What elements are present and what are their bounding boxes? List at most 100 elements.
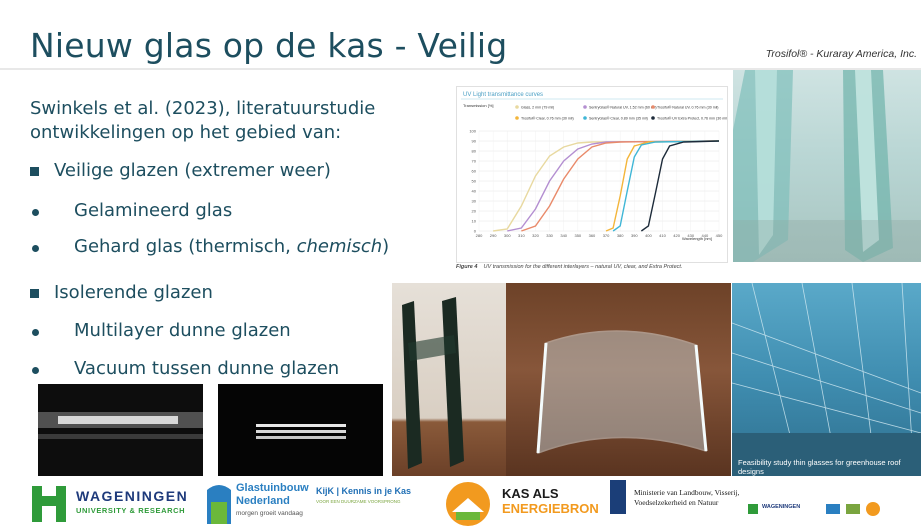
y-tick-label: 20 (472, 209, 477, 214)
series-line (507, 140, 720, 232)
y-tick-label: 10 (472, 219, 477, 224)
kas-als-energiebron-logo-icon (444, 480, 492, 528)
dot-bullet-icon (32, 209, 39, 216)
wur-logo-icon (32, 482, 66, 522)
chart-caption-text: UV transmission for the different interl… (483, 264, 683, 270)
bullet-text: Gelamineerd glas (74, 200, 233, 221)
chart-legend: Glass, 2 mm (79 mil) SentryGlas® Natural … (515, 105, 728, 121)
x-tick-label: 290 (490, 233, 497, 238)
x-tick-label: 300 (504, 233, 511, 238)
intro-text: Swinkels et al. (2023), literatuurstudie… (30, 98, 376, 143)
glass-stack-photo-2 (218, 384, 383, 476)
y-tick-label: 100 (469, 129, 476, 134)
glastuinbouw-tagline: morgen groeit vandaag (236, 510, 303, 517)
series-line (493, 140, 720, 232)
glass-edge-illustration (733, 70, 921, 262)
x-tick-label: 420 (673, 233, 680, 238)
chart-series (493, 140, 720, 232)
series-line (605, 140, 720, 232)
legend-label: Trosifol® UV Extra Protect, 0.76 mm (30 … (657, 117, 727, 121)
chart-xlabel: Wavelength [nm] (682, 236, 712, 241)
chart-title: UV Light transmittance curves (463, 92, 543, 98)
mini-wur-icon (748, 504, 758, 514)
x-tick-label: 320 (532, 233, 539, 238)
legend-swatch (583, 105, 587, 109)
kas-logo-line2: ENERGIEBRON (502, 501, 599, 516)
uv-chart: UV Light transmittance curves Transmissi… (456, 86, 728, 263)
rijksoverheid-logo-icon (610, 480, 626, 514)
report-title: Feasibility study thin glasses for green… (738, 458, 901, 476)
legend-label: SentryGlas® Natural UV, 1.52 mm (60 mil) (589, 106, 657, 110)
bullet-item: Multilayer dunne glazen (28, 320, 468, 358)
x-tick-label: 370 (603, 233, 610, 238)
x-tick-label: 330 (546, 233, 553, 238)
x-tick-label: 450 (716, 233, 723, 238)
kas-logo-line1: KAS ALS (502, 486, 559, 501)
dot-bullet-icon (32, 367, 39, 374)
bullet-text: Gehard glas (thermisch, (74, 236, 297, 257)
y-tick-label: 50 (472, 179, 477, 184)
glass-stack-photo-1 (38, 384, 203, 476)
y-tick-label: 60 (472, 169, 477, 174)
glastuinbouw-name: Glastuinbouw (236, 482, 309, 494)
dark-glass-panels (402, 297, 464, 469)
bullet-text-italic: chemisch (296, 236, 383, 257)
x-tick-label: 400 (645, 233, 652, 238)
chart-ylabel: Transmission [%] (463, 103, 494, 108)
glass-stack-illustration (38, 412, 203, 439)
legend-label: Glass, 2 mm (79 mil) (521, 106, 554, 110)
slide-title: Nieuw glas op de kas - Veilig (30, 26, 508, 65)
chart-caption-label: Figure 4 (456, 264, 478, 270)
greenhouse-roof-illustration (732, 283, 921, 476)
y-tick-label: 30 (472, 199, 477, 204)
bullet-text: Vacuum tussen dunne glazen (74, 358, 340, 379)
series-line (640, 140, 720, 232)
bent-glass-photo (506, 283, 731, 476)
x-tick-label: 440 (702, 233, 709, 238)
y-tick-label: 70 (472, 159, 477, 164)
bullet-text-after: ) (382, 236, 390, 257)
kijk-logo-name: KijK | Kennis in je Kas (316, 486, 412, 496)
photo-credit: Trosifol® - Kuraray America, Inc. (765, 48, 917, 60)
x-tick-label: 380 (617, 233, 624, 238)
kijk-logo-sub: VOOR EEN DUURZAME VOORSPRONG (316, 499, 401, 504)
series-line (612, 140, 720, 232)
bent-glass-illustration (536, 330, 708, 455)
x-tick-label: 280 (476, 233, 483, 238)
square-bullet-icon (30, 167, 39, 176)
wur-logo-sub: UNIVERSITY & RESEARCH (76, 506, 186, 515)
legend-label: Trosifol® Clear, 0.76 mm (30 mil) (521, 117, 574, 121)
legend-swatch (651, 116, 655, 120)
y-tick-label: 90 (472, 139, 477, 144)
laminated-glass-photo (392, 283, 506, 476)
title-bar: Nieuw glas op de kas - Veilig Trosifol® … (0, 8, 921, 70)
glastuinbouw-name-2: Nederland (236, 495, 290, 507)
y-tick-label: 80 (472, 149, 477, 154)
y-tick-label: 0 (474, 229, 477, 234)
x-tick-label: 340 (560, 233, 567, 238)
dot-bullet-icon (32, 329, 39, 336)
x-tick-label: 360 (589, 233, 596, 238)
x-tick-label: 410 (659, 233, 666, 238)
logo-strip: WAGENINGEN UNIVERSITY & RESEARCH Glastui… (0, 476, 921, 531)
bullet-text: Isolerende glazen (54, 282, 213, 303)
mini-kijk-icon (846, 504, 860, 514)
x-tick-label: 390 (631, 233, 638, 238)
mini-kas-icon (866, 502, 880, 516)
wur-logo-name: WAGENINGEN (76, 488, 189, 504)
legend-swatch (515, 105, 519, 109)
uv-chart-svg: UV Light transmittance curves Transmissi… (461, 92, 728, 241)
bullet-item: Gehard glas (thermisch, chemisch) (28, 236, 468, 282)
glass-edge-photo (733, 70, 921, 262)
series-line (521, 140, 720, 232)
mini-glastuinbouw-icon (826, 504, 840, 514)
legend-swatch (651, 105, 655, 109)
report-cover: Feasibility study thin glasses for green… (732, 283, 921, 476)
bullet-item: Veilige glazen (extremer weer) (28, 160, 468, 200)
bullet-item: Isolerende glazen (28, 282, 468, 320)
chart-caption: Figure 4 UV transmission for the differe… (456, 264, 736, 270)
x-tick-label: 310 (518, 233, 525, 238)
glastuinbouw-logo-icon (205, 480, 233, 526)
y-tick-label: 40 (472, 189, 477, 194)
